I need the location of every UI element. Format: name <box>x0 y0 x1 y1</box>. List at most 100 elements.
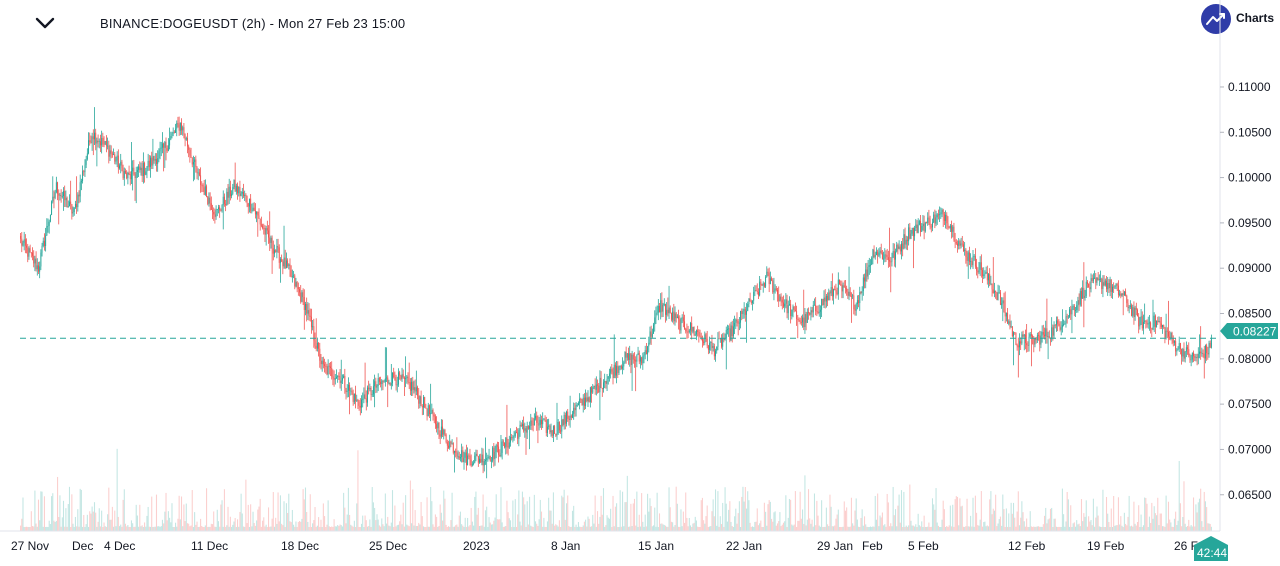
volume-bar <box>1042 524 1044 531</box>
volume-bar <box>146 515 148 531</box>
candle-body <box>430 413 432 415</box>
volume-bar <box>343 492 345 531</box>
volume-bar <box>966 498 968 531</box>
candle-body <box>543 419 545 421</box>
candle-body <box>1052 327 1054 336</box>
candle-body <box>993 290 995 294</box>
candle-body <box>331 368 333 377</box>
volume-bar <box>1005 508 1007 531</box>
volume-bar <box>431 501 433 531</box>
volume-bar <box>414 510 416 531</box>
volume-bar <box>198 526 200 531</box>
volume-bar <box>796 526 798 531</box>
volume-bar <box>409 480 411 531</box>
candle-body <box>768 272 770 285</box>
candle-body <box>440 426 442 437</box>
volume-bar <box>515 526 518 531</box>
volume-bar <box>1071 526 1073 531</box>
time-axis[interactable]: 27 Nov Dec 4 Dec 11 Dec 18 Dec 25 Dec 2023 8 Ja… <box>11 539 1198 553</box>
volume-bar <box>861 509 863 531</box>
volume-bar <box>651 526 653 531</box>
volume-bar <box>1061 488 1063 531</box>
price-tick-label: 0.10000 <box>1228 171 1272 185</box>
candle-body <box>148 160 150 167</box>
candle-body <box>846 288 848 292</box>
candle-body <box>456 452 458 457</box>
chevron-down-icon[interactable] <box>30 10 60 36</box>
volume-bar <box>849 526 851 531</box>
volume-bar <box>1052 526 1054 531</box>
candle-body <box>793 306 795 311</box>
volume-bar <box>1196 512 1198 531</box>
candle-body <box>78 194 80 197</box>
candle-body <box>417 387 419 396</box>
volume-bar <box>545 526 547 531</box>
candle-body <box>828 292 830 301</box>
volume-bar <box>512 500 514 531</box>
candle-body <box>1156 320 1158 328</box>
volume-bar <box>121 526 123 531</box>
trend-up-icon[interactable] <box>1201 4 1231 34</box>
volume-bar <box>1011 513 1013 531</box>
volume-bar <box>819 526 821 531</box>
candle-body <box>302 292 304 298</box>
volume-bar <box>669 507 671 531</box>
candle-body <box>896 244 898 252</box>
candle-body <box>1100 278 1102 280</box>
candle-body <box>537 422 539 425</box>
volume-bar <box>71 494 73 531</box>
volume-bar <box>289 521 291 531</box>
candle-body <box>638 352 640 362</box>
candle-body <box>119 165 121 169</box>
candle-body <box>341 378 343 381</box>
candle-body <box>1176 350 1178 352</box>
volume-bar <box>753 526 755 531</box>
candle-body <box>53 196 55 198</box>
volume-bar <box>365 520 367 531</box>
volume-bar <box>1100 526 1102 531</box>
volume-bar <box>1033 526 1035 531</box>
candle-body <box>915 224 917 229</box>
volume-bar <box>1150 522 1152 531</box>
candle-body <box>784 303 786 307</box>
price-axis[interactable]: 0.110000.105000.100000.095000.090000.085… <box>1220 80 1272 502</box>
volume-bar <box>27 526 29 531</box>
volume-bar <box>496 519 498 531</box>
volume-bar <box>215 526 217 531</box>
volume-bar <box>1145 498 1147 531</box>
candle-body <box>94 132 95 140</box>
candle-body <box>514 432 516 436</box>
volume-bar <box>772 521 774 531</box>
volume-bar <box>495 494 497 531</box>
candle-body <box>415 387 417 392</box>
volume-bar <box>332 526 334 531</box>
volume-bar <box>61 517 63 531</box>
candle-body <box>1148 322 1150 324</box>
candle-body <box>785 299 787 304</box>
volume-bar <box>697 526 699 531</box>
candle-body <box>586 397 588 402</box>
candle-body <box>636 354 638 362</box>
volume-bar <box>1053 518 1055 531</box>
candle-body <box>706 338 708 346</box>
candle-body <box>507 445 509 448</box>
volume-bar <box>211 524 214 531</box>
candle-body <box>513 435 515 438</box>
candle-body <box>948 227 950 229</box>
candle-body <box>452 443 454 453</box>
volume-bar <box>67 504 69 531</box>
candle-body <box>327 365 329 375</box>
candle-body <box>377 378 379 386</box>
volume-bar <box>912 525 914 531</box>
volume-bar <box>961 505 963 531</box>
volume-bar <box>208 526 210 531</box>
volume-bar <box>619 490 621 531</box>
candle-body <box>660 300 662 313</box>
candle-body <box>573 407 575 414</box>
volume-bar <box>334 526 336 531</box>
candle-body <box>1016 345 1018 346</box>
candle-body <box>865 269 867 282</box>
volume-bar <box>930 526 932 531</box>
candle-body <box>439 434 441 437</box>
